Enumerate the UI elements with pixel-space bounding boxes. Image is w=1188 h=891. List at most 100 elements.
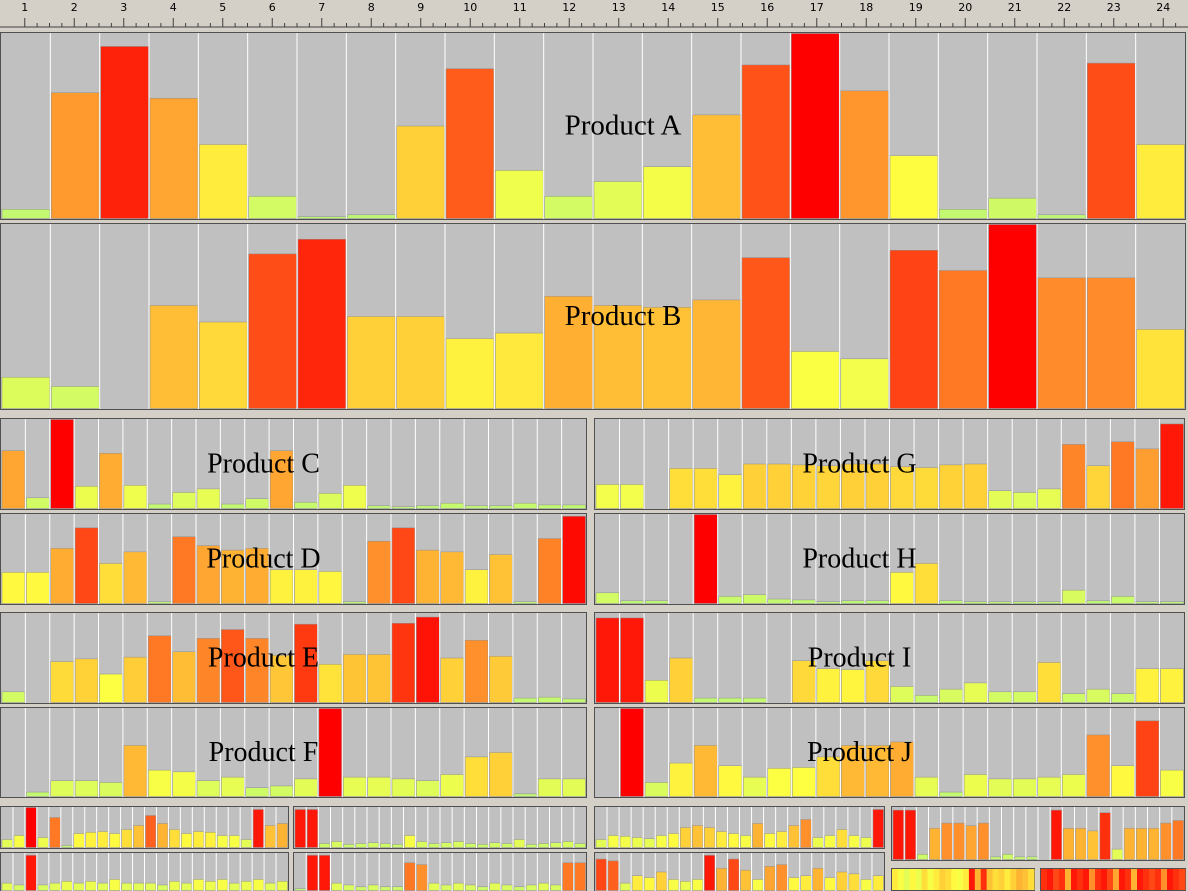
bar [1062,774,1086,797]
bar [51,386,100,409]
bar [752,823,764,848]
bar [121,882,133,891]
bar [728,858,740,891]
bar [13,835,25,848]
bar [245,787,269,797]
bar [51,92,100,219]
bar [193,879,205,891]
bar [860,879,872,891]
bar [716,868,728,891]
bar [963,463,988,509]
bar [343,601,367,604]
bar [812,837,824,848]
bar [1,376,51,409]
bar [99,673,123,703]
bar [252,879,264,891]
panel-label: Product E [208,642,319,673]
panel: Product B [0,223,1186,410]
bar [643,307,692,409]
bar [800,819,812,848]
bar [767,598,792,604]
bar [196,780,221,797]
bar [668,833,680,848]
bar [890,572,914,604]
bar [764,833,776,848]
bar [791,33,840,219]
bar [917,854,929,860]
bar [294,809,306,848]
bar [49,882,61,891]
ruler-label: 13 [612,1,626,14]
bar [306,809,319,848]
bar [562,698,586,703]
heat-cell [1167,869,1174,890]
bar [607,835,619,848]
bar [914,563,939,604]
bar [74,527,99,604]
bar [148,503,172,509]
bar [123,551,147,604]
bar [367,505,391,509]
bar [99,563,123,604]
bar [860,837,872,848]
bar [1086,734,1111,797]
bar [513,793,537,797]
bar [297,238,347,409]
bar [1087,62,1136,219]
bar [644,782,669,797]
bar [306,855,319,891]
bar [513,697,537,703]
bar [193,831,205,848]
bar [792,599,816,604]
heat-cell [1131,869,1138,890]
ruler-label: 18 [859,1,873,14]
heat-cell [903,869,911,890]
bar [865,600,890,604]
heat-cell [951,869,958,890]
bar [26,572,50,604]
bar [840,358,889,409]
bar [693,468,718,509]
bar [217,879,228,891]
bar [452,841,465,848]
bar [49,817,61,848]
bar [26,497,50,509]
bar [619,882,631,891]
bar [988,197,1037,219]
bar [595,484,620,509]
bar [228,882,240,891]
bar [276,881,288,891]
bar [85,832,97,848]
bar [680,881,692,891]
heat-cell [980,869,988,890]
bar [1012,691,1037,703]
bar [37,884,49,891]
bar [988,691,1012,703]
bar [1087,277,1136,409]
bar [644,680,669,703]
bar [1086,600,1111,604]
bar [1012,601,1037,604]
bar [1037,601,1062,604]
bar [1123,828,1136,860]
bar [416,780,440,797]
heat-cell [892,869,899,890]
bar [812,868,824,891]
bar [963,682,988,703]
bar [1087,830,1099,860]
bar [343,884,355,891]
bar [133,825,145,848]
panel: Product D [0,513,587,605]
panel [891,868,1035,891]
bar [1160,423,1184,509]
bar [741,64,791,219]
panel-label: Product G [802,448,916,479]
heat-cell [998,869,1005,890]
heat-cell [1047,869,1054,890]
panel [891,806,1185,861]
bar [240,839,252,848]
bar [914,467,939,509]
panel-label: Product C [207,448,320,479]
heat-cell [974,869,982,890]
bar [172,651,196,703]
